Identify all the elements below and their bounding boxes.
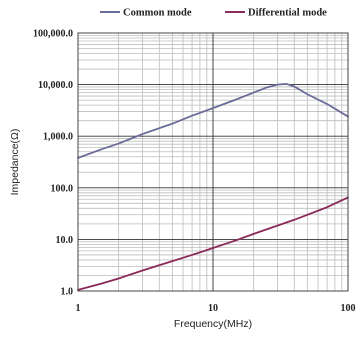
y-tick-label: 1.0 [61,287,74,298]
legend-label: Differential mode [248,8,327,19]
y-tick-label: 100.0 [51,183,74,194]
x-tick-label: 10 [208,303,218,314]
legend: Common mode Differential mode [100,8,327,19]
plot-frame [77,32,349,292]
legend-label: Common mode [123,8,192,19]
x-tick-label: 100 [341,303,356,314]
x-tick-labels: 1 10 100 [76,303,356,314]
y-tick-label: 10.0 [56,235,74,246]
y-axis-label: Impedance(Ω) [9,129,21,196]
x-axis-label: Frequency(MHz) [174,318,252,330]
series-layer [77,83,349,291]
y-tick-labels: 1.0 10.0 100.0 1,000.0 10,000.0 100,000.0 [33,29,73,298]
series-line [77,196,349,291]
x-tick-label: 1 [76,303,81,314]
y-tick-label: 100,000.0 [33,29,73,40]
series-line [77,83,349,159]
y-tick-label: 10,000.0 [38,80,73,91]
y-tick-label: 1,000.0 [43,132,73,143]
